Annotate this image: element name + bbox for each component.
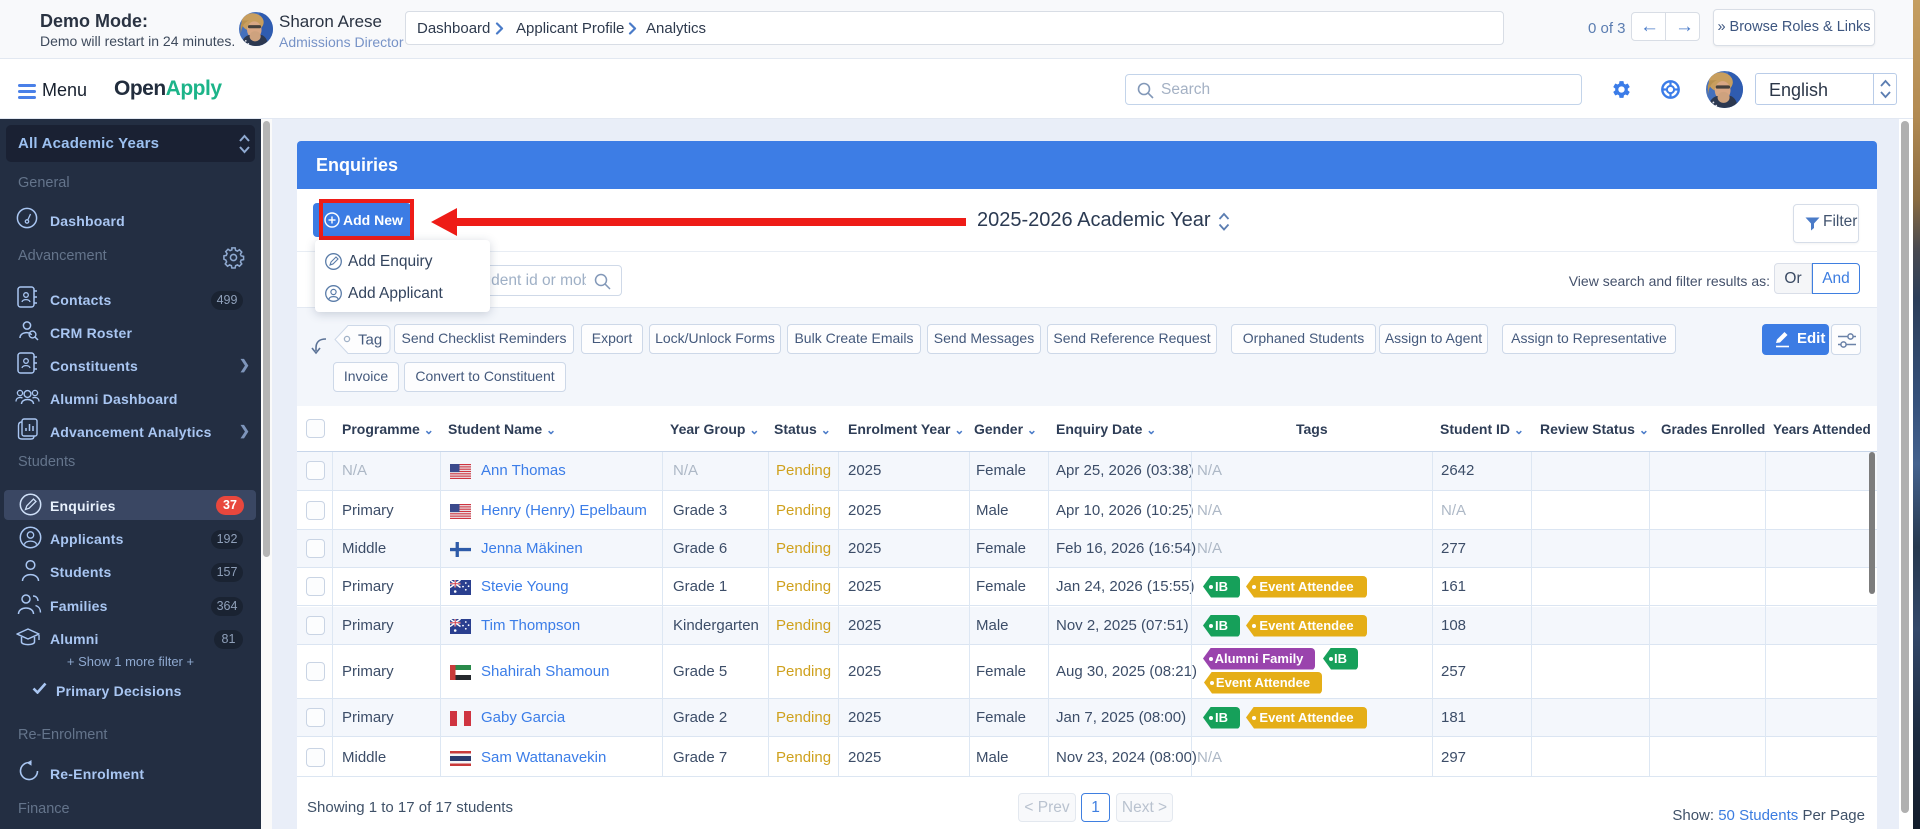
svg-text:Tag: Tag: [358, 332, 382, 349]
